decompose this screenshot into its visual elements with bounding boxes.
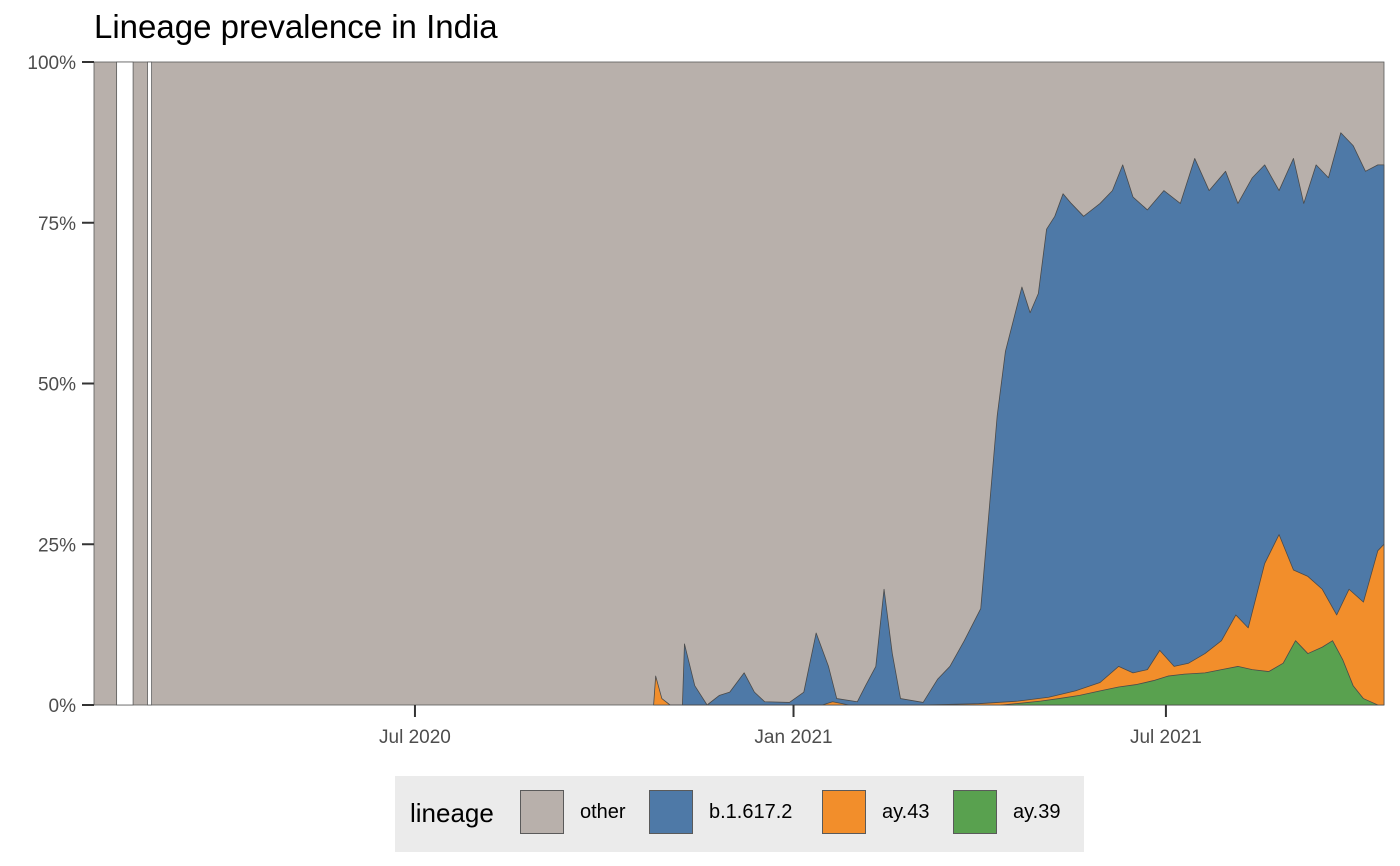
legend-key-ay43 bbox=[822, 790, 866, 834]
legend-label-ay39: ay.39 bbox=[1013, 801, 1061, 823]
legend-key-b1617-2 bbox=[649, 790, 693, 834]
x-tick-label: Jul 2020 bbox=[379, 727, 451, 748]
no-data-gap-1 bbox=[147, 61, 153, 706]
legend-key-other bbox=[520, 790, 564, 834]
area-ay-43 bbox=[653, 534, 1385, 706]
chart-title: Lineage prevalence in India bbox=[94, 8, 498, 45]
legend-title: lineage bbox=[410, 798, 494, 828]
y-tick-label: 75% bbox=[38, 214, 76, 235]
y-tick-label: 50% bbox=[38, 375, 76, 396]
legend: lineage other b.1.617.2 ay.43 ay.39 bbox=[395, 776, 1084, 852]
no-data-gap-0 bbox=[116, 61, 134, 706]
x-tick-label: Jan 2021 bbox=[754, 727, 832, 748]
legend-key-ay39 bbox=[953, 790, 997, 834]
area-ay-39 bbox=[1000, 640, 1379, 706]
y-tick-label: 0% bbox=[49, 696, 77, 717]
legend-label-other: other bbox=[580, 801, 626, 823]
legend-label-ay43: ay.43 bbox=[882, 801, 930, 823]
x-tick-label: Jul 2021 bbox=[1130, 727, 1202, 748]
area-b-1-617-2 bbox=[682, 132, 1385, 706]
legend-label-b1617-2: b.1.617.2 bbox=[709, 801, 793, 823]
y-tick-label: 25% bbox=[38, 535, 76, 556]
y-tick-label: 100% bbox=[27, 53, 76, 74]
